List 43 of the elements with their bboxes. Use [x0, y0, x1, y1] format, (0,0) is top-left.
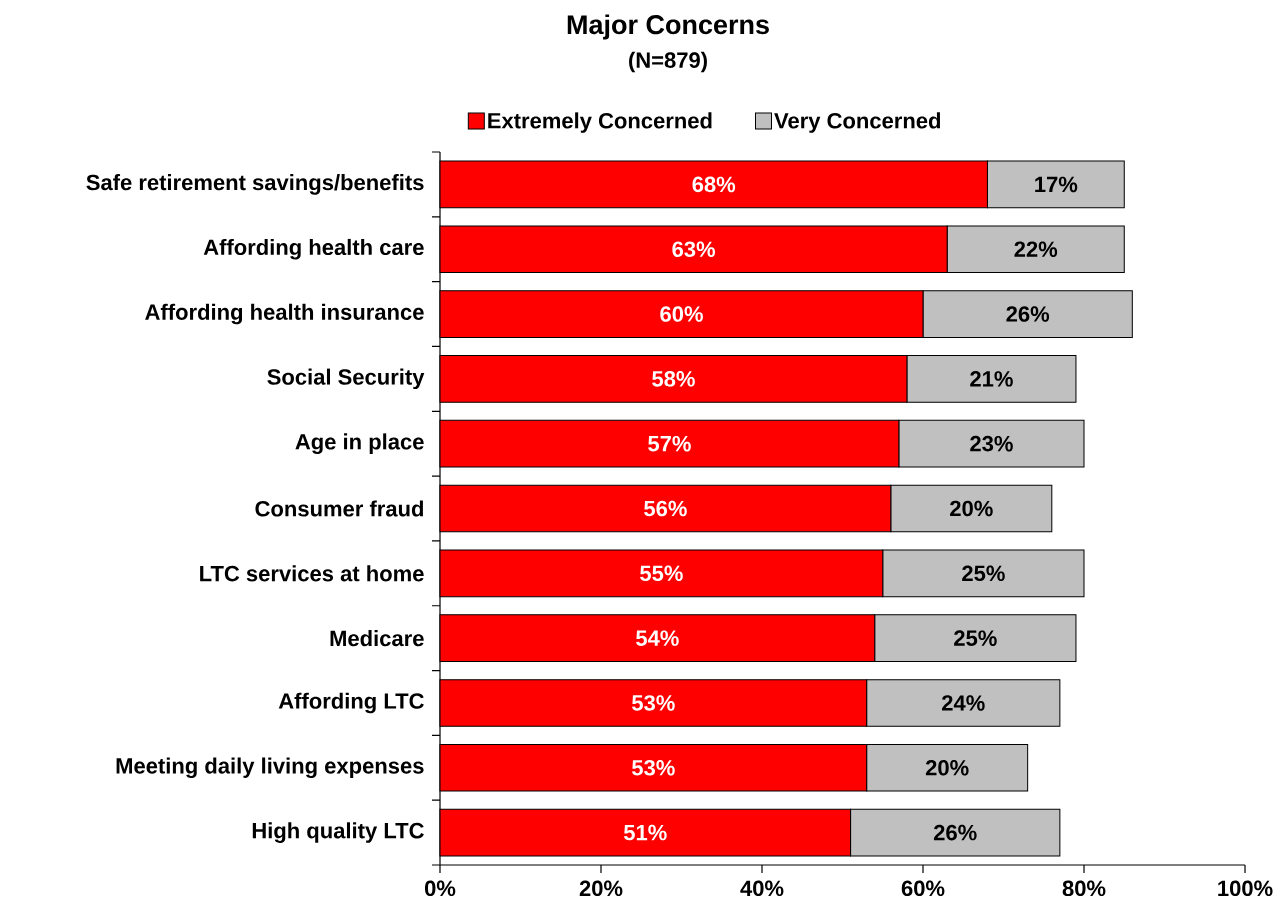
x-tick-label: 60% — [901, 880, 945, 897]
data-label: 63% — [672, 241, 716, 258]
data-label: 56% — [644, 500, 687, 517]
y-tick-label: High quality LTC — [252, 822, 424, 843]
x-tick-label: 80% — [1062, 880, 1106, 897]
chart-title: Major Concerns — [567, 14, 769, 40]
y-tick-label: Safe retirement savings/benefits — [86, 174, 424, 195]
y-tick-label: Age in place — [295, 433, 424, 454]
data-label: 21% — [970, 371, 1013, 387]
x-tick-label: 0% — [424, 880, 456, 897]
y-tick-label: Medicare — [330, 630, 424, 647]
y-tick-label: Affording LTC — [278, 692, 424, 714]
y-tick-label: LTC services at home — [200, 565, 424, 582]
data-label: 17% — [1035, 176, 1078, 193]
data-label: 20% — [950, 500, 993, 517]
data-label: 53% — [632, 695, 675, 711]
y-tick-label: Affording health care — [203, 238, 424, 260]
data-label: 68% — [692, 176, 736, 193]
x-tick-label: 100% — [1218, 880, 1273, 897]
legend-label: Very Concerned — [774, 112, 941, 133]
data-label: 58% — [652, 371, 695, 387]
data-label: 53% — [632, 759, 675, 776]
x-tick-label: 20% — [579, 880, 623, 897]
data-label: 55% — [640, 565, 683, 582]
data-label: 60% — [660, 306, 703, 322]
data-label: 25% — [962, 565, 1005, 582]
chart-subtitle: (N=879) — [629, 51, 707, 73]
data-label: 54% — [636, 630, 679, 646]
data-label: 20% — [925, 759, 969, 776]
y-tick-label: Meeting daily living expenses — [116, 757, 424, 779]
data-label: 25% — [954, 630, 997, 646]
x-tick-label: 40% — [740, 880, 784, 897]
y-tick-label: Consumer fraud — [255, 500, 423, 517]
data-label: 24% — [942, 695, 985, 711]
data-label: 26% — [933, 824, 977, 841]
data-label: 57% — [648, 435, 691, 452]
data-label: 22% — [1014, 241, 1058, 257]
y-tick-label: Social Security — [267, 368, 425, 390]
data-label: 51% — [623, 824, 667, 841]
y-tick-label: Affording health insurance — [145, 303, 424, 325]
data-label: 26% — [1006, 306, 1050, 322]
data-label: 23% — [970, 435, 1013, 452]
legend-label: Extremely Concerned — [488, 112, 712, 133]
